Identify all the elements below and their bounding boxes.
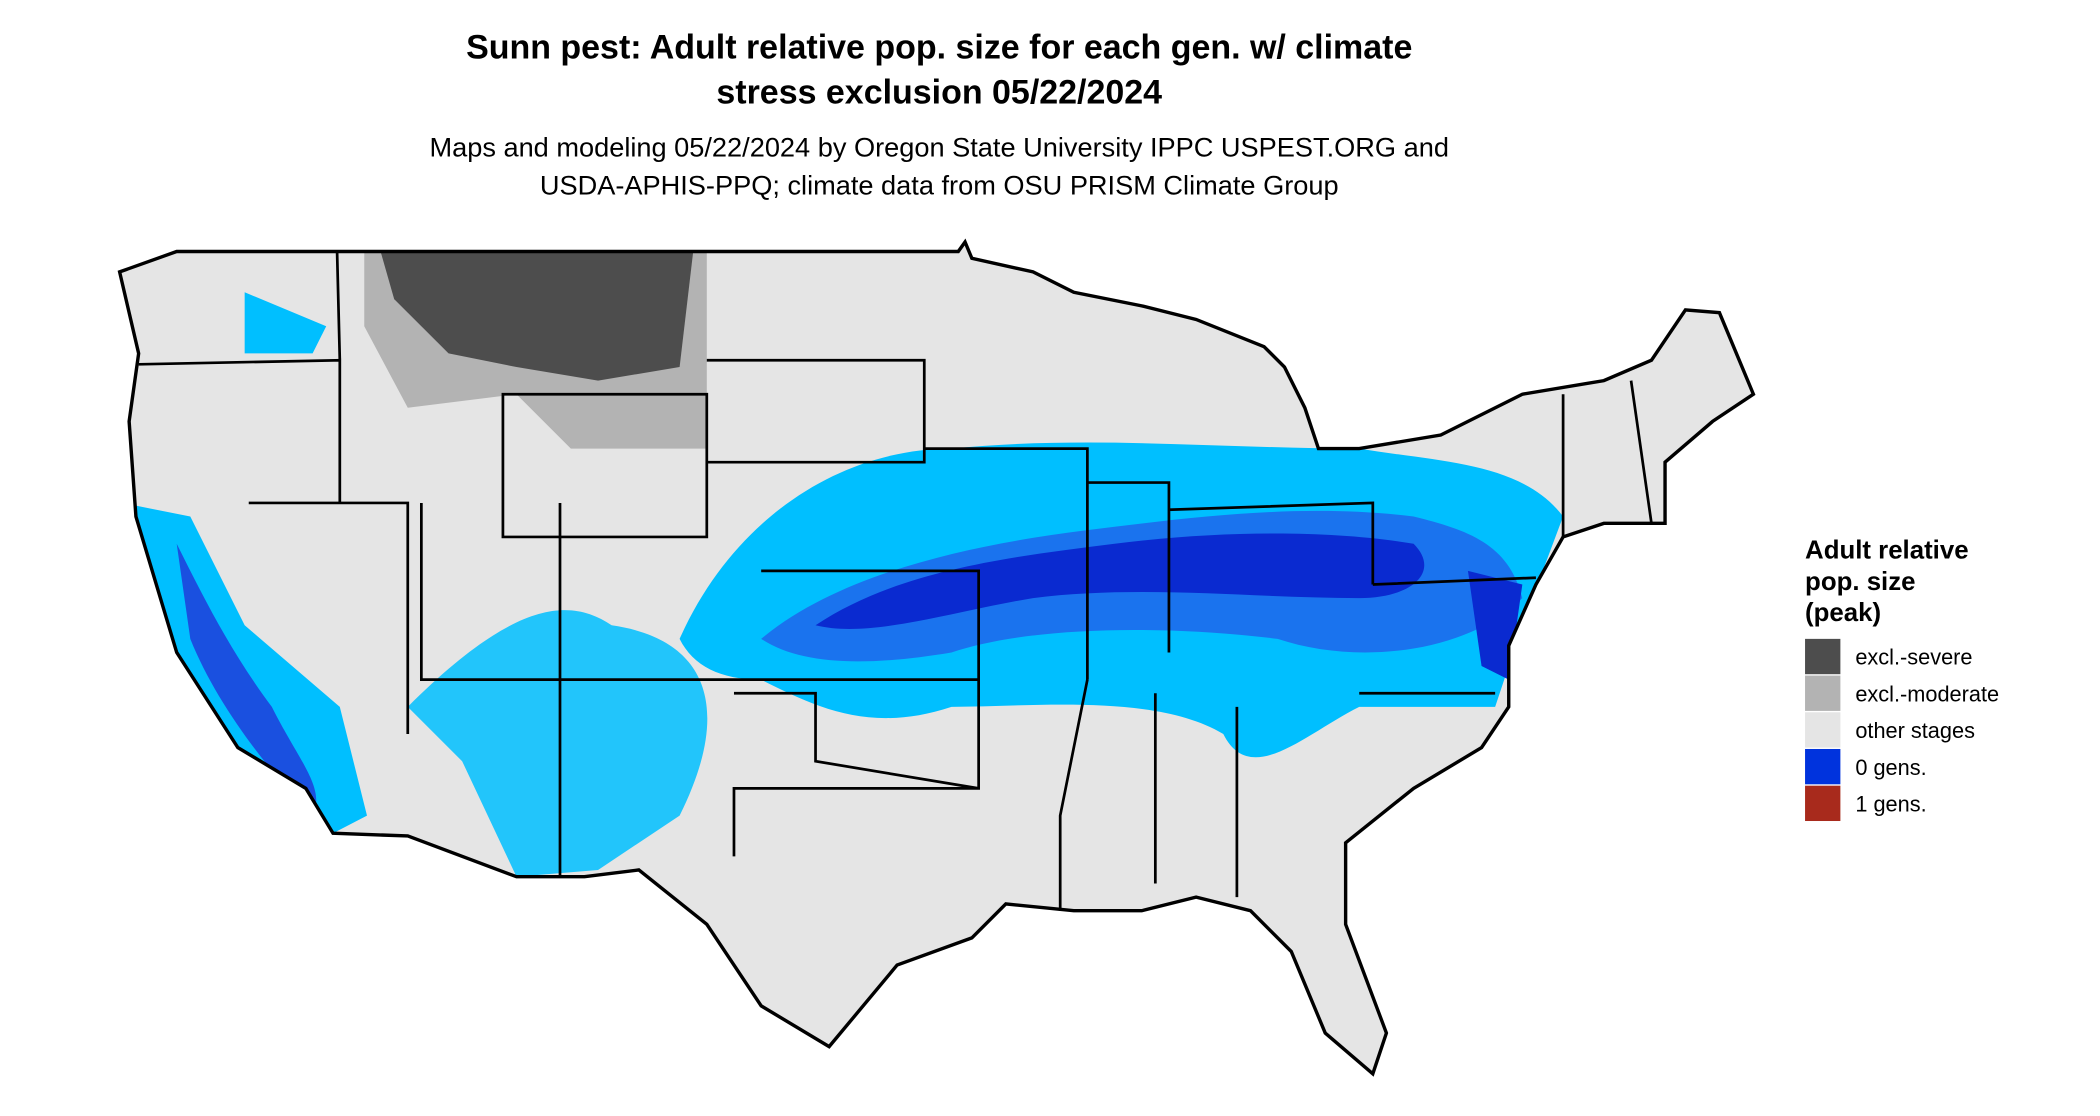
legend-label: excl.-moderate <box>1855 681 1999 706</box>
subtitle: Maps and modeling 05/22/2024 by Oregon S… <box>429 131 1448 162</box>
legend-label: other stages <box>1855 718 1975 743</box>
title: Sunn pest: Adult relative pop. size for … <box>466 28 1412 66</box>
dark-blue-area <box>815 533 1425 629</box>
mid-blue-area <box>176 543 317 816</box>
light-blue-area <box>244 292 327 354</box>
legend-swatch <box>1805 675 1841 711</box>
legend-swatch <box>1805 748 1841 785</box>
titles: Sunn pest: Adult relative pop. size for … <box>429 28 1448 200</box>
subtitle: USDA-APHIS-PPQ; climate data from OSU PR… <box>540 169 1339 200</box>
legend: Adult relative pop. size (peak) excl.-sever… <box>1805 537 1999 822</box>
legend-label: 1 gens. <box>1855 791 1926 816</box>
legend-swatch <box>1805 785 1841 822</box>
title: stress exclusion 05/22/2024 <box>716 73 1162 111</box>
severe-area <box>380 251 694 381</box>
light-blue-area <box>407 610 708 877</box>
legend-swatch <box>1805 712 1841 748</box>
legend-title: pop. size <box>1805 568 1915 596</box>
map <box>117 240 1756 1076</box>
legend-swatch <box>1805 638 1841 675</box>
legend-title: Adult relative <box>1805 537 1969 565</box>
legend-title: (peak) <box>1805 599 1881 627</box>
legend-label: excl.-severe <box>1855 645 1972 670</box>
state-borders <box>117 240 1756 1076</box>
legend-label: 0 gens. <box>1855 755 1926 780</box>
